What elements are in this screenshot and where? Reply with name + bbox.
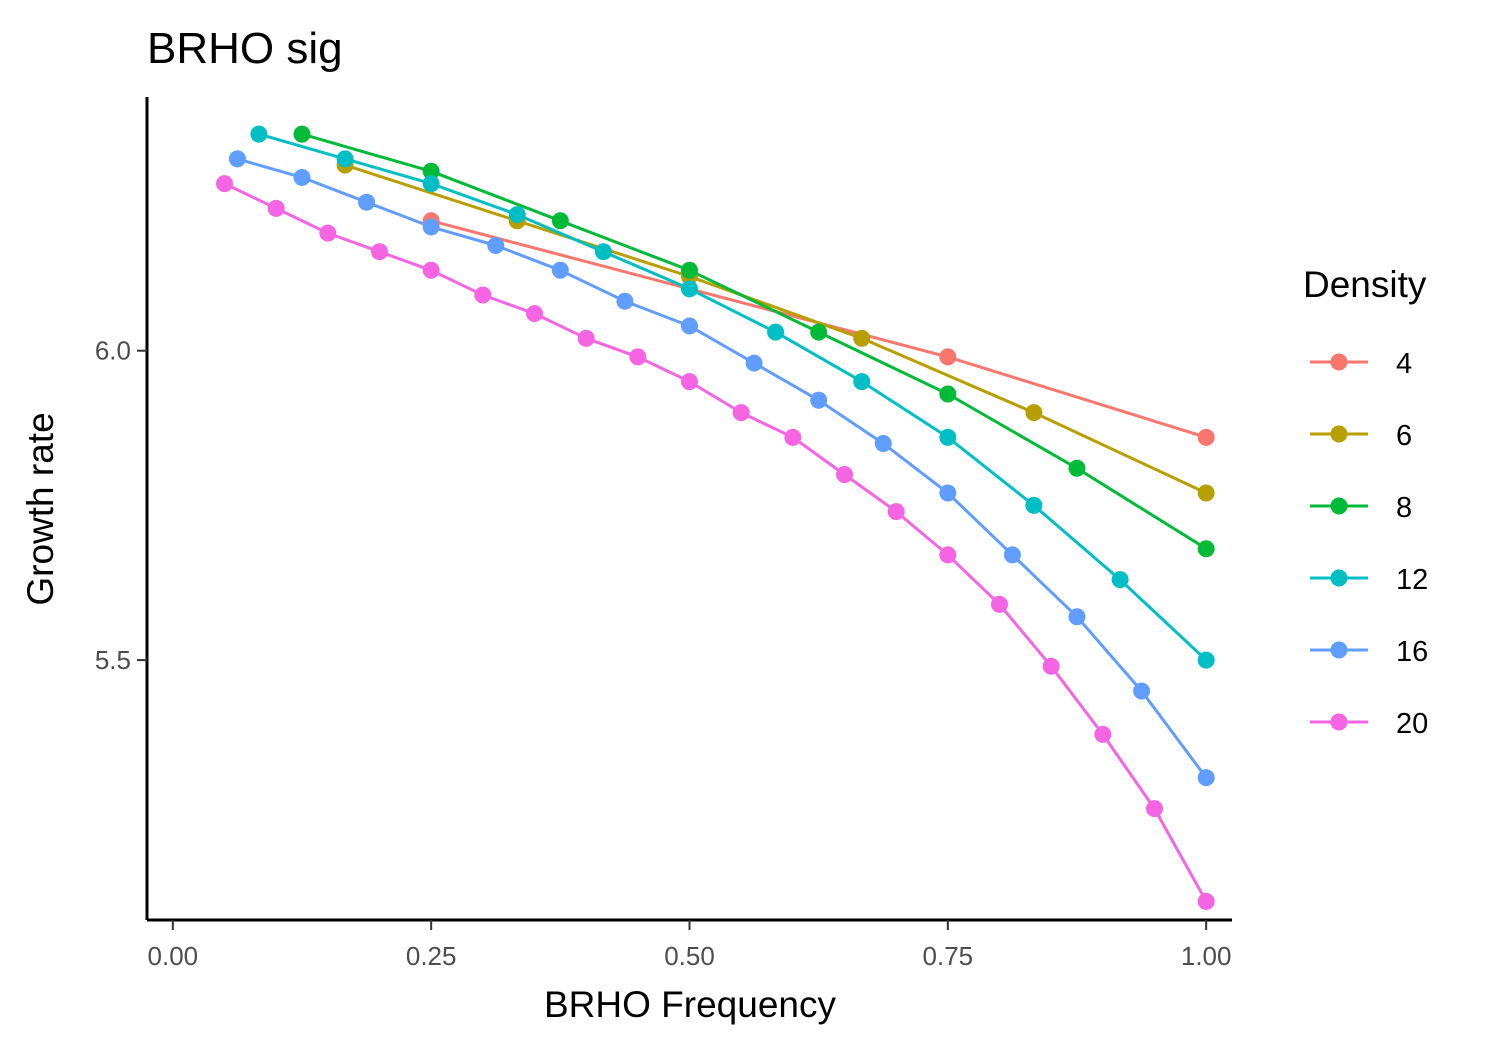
data-point-density-16 (1068, 608, 1086, 626)
data-point-density-12 (594, 243, 612, 261)
data-point-density-16 (874, 435, 892, 453)
data-point-density-16 (422, 218, 440, 236)
data-point-density-16 (228, 150, 246, 168)
data-point-density-12 (767, 323, 785, 341)
x-ticks: 0.00 0.25 0.50 0.75 1.00 (148, 920, 1232, 971)
legend-label-20: 20 (1396, 708, 1428, 740)
data-point-density-20 (784, 428, 802, 446)
data-point-density-16 (745, 354, 763, 372)
data-point-density-12 (1197, 651, 1215, 669)
data-point-density-16 (551, 261, 569, 279)
data-point-density-4 (1197, 428, 1215, 446)
data-point-density-20 (1146, 800, 1163, 818)
data-point-density-20 (526, 305, 543, 323)
data-point-density-8 (681, 261, 698, 279)
data-point-density-20 (577, 329, 595, 347)
data-point-density-12 (681, 280, 698, 298)
legend-key-point-12 (1330, 569, 1348, 587)
x-tick-label: 0.75 (923, 941, 974, 971)
data-point-density-12 (1111, 571, 1129, 589)
data-point-density-20 (319, 224, 337, 242)
series-line-density-6 (344, 163, 1207, 495)
data-point-density-20 (267, 199, 285, 217)
data-point-density-20 (939, 546, 957, 564)
data-point-density-8 (551, 212, 569, 230)
series-line-density-12 (258, 132, 1208, 662)
data-point-density-20 (1094, 725, 1112, 743)
data-point-density-16 (810, 391, 828, 409)
data-point-density-16 (487, 237, 505, 255)
series-line-density-16 (236, 157, 1208, 779)
data-point-density-20 (216, 175, 233, 193)
legend-title: Density (1303, 264, 1427, 305)
data-point-density-20 (732, 404, 750, 422)
data-point-density-20 (991, 595, 1008, 613)
data-point-density-12 (939, 428, 957, 446)
data-point-density-12 (508, 206, 526, 224)
data-point-density-16 (681, 317, 698, 335)
plot-points (216, 125, 1215, 910)
plot-lines (223, 132, 1208, 903)
x-tick-label: 0.25 (406, 941, 457, 971)
series-line-density-20 (223, 182, 1208, 903)
x-tick-label: 0.00 (148, 941, 199, 971)
data-point-density-20 (681, 373, 698, 391)
series-line-density-8 (301, 132, 1207, 550)
data-point-density-8 (422, 162, 440, 180)
y-ticks: 5.5 6.0 (95, 336, 147, 675)
data-point-density-12 (336, 150, 354, 168)
data-point-density-12 (250, 125, 268, 143)
data-point-density-16 (1197, 769, 1215, 787)
x-tick-label: 0.50 (664, 941, 715, 971)
legend-key-point-16 (1330, 641, 1348, 659)
data-point-density-4 (939, 348, 957, 366)
legend-key-point-6 (1330, 425, 1348, 443)
data-point-density-8 (939, 385, 957, 403)
data-point-density-20 (1197, 892, 1215, 910)
data-point-density-6 (853, 329, 871, 347)
data-point-density-20 (836, 465, 853, 483)
legend: Density 4 6 8 12 16 20 (1303, 264, 1428, 740)
legend-key-point-20 (1330, 713, 1348, 731)
data-point-density-20 (422, 261, 440, 279)
data-point-density-16 (1133, 682, 1151, 700)
legend-label-12: 12 (1396, 564, 1428, 596)
data-point-density-6 (1197, 484, 1215, 502)
data-point-density-16 (939, 484, 957, 502)
data-point-density-20 (474, 286, 492, 304)
data-point-density-8 (293, 125, 311, 143)
data-point-density-16 (358, 193, 376, 211)
data-point-density-20 (887, 503, 905, 521)
legend-label-4: 4 (1396, 348, 1412, 380)
data-point-density-16 (616, 292, 634, 310)
data-point-density-12 (853, 373, 871, 391)
data-point-density-20 (1042, 657, 1060, 675)
data-point-density-12 (1025, 496, 1043, 514)
legend-label-16: 16 (1396, 636, 1428, 668)
data-point-density-8 (810, 323, 828, 341)
data-point-density-12 (422, 175, 440, 193)
x-axis-title: BRHO Frequency (544, 984, 836, 1025)
data-point-density-6 (1025, 404, 1043, 422)
legend-key-point-8 (1330, 497, 1348, 515)
x-tick-label: 1.00 (1181, 941, 1232, 971)
data-point-density-20 (629, 348, 647, 366)
legend-label-6: 6 (1396, 420, 1412, 452)
y-tick-label: 6.0 (95, 336, 131, 366)
data-point-density-8 (1068, 459, 1086, 477)
y-tick-label: 5.5 (95, 645, 131, 675)
data-point-density-8 (1197, 540, 1215, 558)
data-point-density-16 (293, 168, 311, 186)
legend-key-point-4 (1330, 353, 1348, 371)
y-axis-title: Growth rate (20, 412, 61, 605)
chart-title: BRHO sig (147, 24, 343, 73)
data-point-density-16 (1003, 546, 1021, 564)
data-point-density-20 (371, 243, 388, 261)
legend-items: 4 6 8 12 16 20 (1310, 348, 1428, 740)
legend-label-8: 8 (1396, 492, 1412, 524)
